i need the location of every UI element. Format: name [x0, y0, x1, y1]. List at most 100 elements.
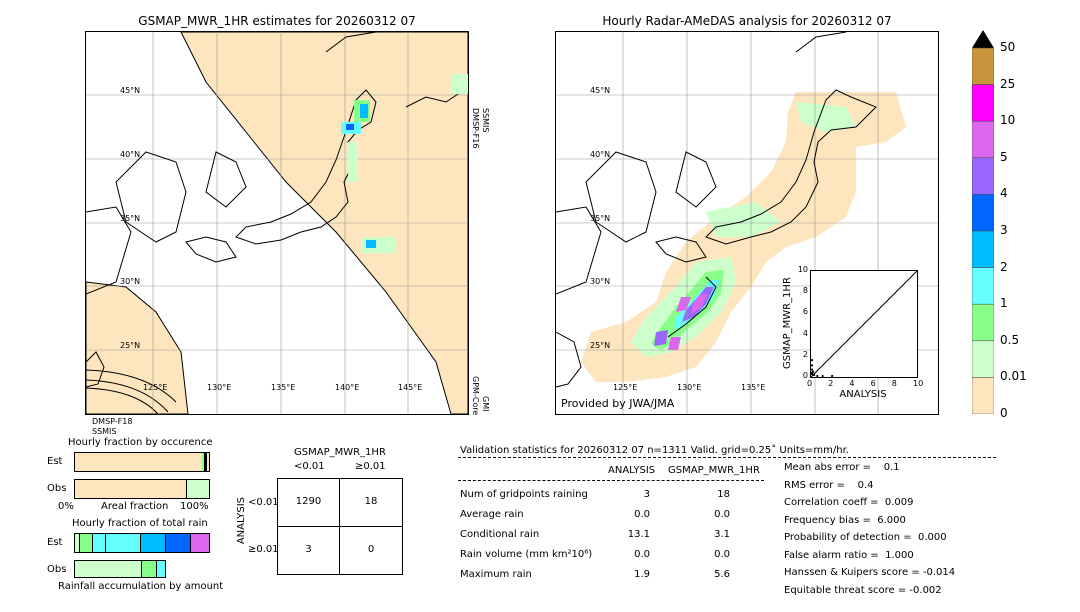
- validation-header-line: [458, 480, 764, 481]
- colorbar-box: [972, 340, 994, 378]
- diagonal-line: [811, 271, 917, 377]
- validation-score: Correlation coeff = 0.009: [784, 497, 914, 508]
- left-lat-45: 45°N: [120, 86, 140, 95]
- contingency-cell-1-1: 1290: [295, 496, 322, 507]
- contingency-row-title: ANALYSIS: [236, 497, 247, 545]
- colorbar-canvas: [972, 30, 994, 414]
- scatter-ytick: 2: [802, 349, 808, 359]
- colorbar-tick-label: 5: [1000, 149, 1008, 164]
- validation-row-gsmap: 0.0: [714, 549, 730, 560]
- left-lat-40: 40°N: [120, 150, 140, 159]
- scatter-point: [811, 372, 814, 375]
- right-lat-30: 30°N: [590, 277, 610, 286]
- colorbar-box: [972, 120, 994, 159]
- validation-row-label: Num of gridpoints raining: [460, 489, 588, 500]
- sensor-bottom-left-1: DMSP-F18: [92, 417, 133, 426]
- scatter-point: [811, 359, 814, 362]
- scatter-point: [811, 368, 814, 371]
- sensor-bottom-right-1: GPM-Core: [471, 376, 480, 416]
- scatter-point: [831, 374, 834, 377]
- validation-score: False alarm ratio = 1.000: [784, 549, 914, 561]
- contingency-row2: ≥0.01: [248, 544, 279, 555]
- validation-row-gsmap: 18: [717, 489, 730, 500]
- validation-col-analysis: ANALYSIS: [608, 465, 656, 476]
- colorbar-tick-label: 50: [1000, 40, 1016, 54]
- sensor-bottom-right-2: GMI: [481, 396, 490, 412]
- right-map-canvas: 45°N 40°N 35°N 30°N 25°N 125°E 130°E 135…: [556, 32, 938, 414]
- sensor-bottom-left-2: SSMIS: [92, 427, 117, 436]
- colorbar-tick-label: 0.5: [1000, 332, 1020, 347]
- sensor-top-right-2: SSMIS: [481, 108, 490, 133]
- contingency-col1: <0.01: [294, 461, 325, 472]
- validation-score: Hanssen & Kuipers score = -0.014: [784, 567, 956, 578]
- scatter-point: [811, 364, 814, 367]
- right-lat-40: 40°N: [590, 150, 610, 159]
- scatter-xticks: 0 2 4 6 8 10: [807, 379, 923, 389]
- left-map-canvas: 45°N 40°N 35°N 30°N 25°N 125°E 130°E 135…: [86, 32, 468, 414]
- validation-row-gsmap: 0.0: [714, 509, 730, 520]
- occurrence-est-bar: [74, 452, 210, 472]
- validation-score: Equitable threat score = -0.002: [784, 584, 942, 596]
- validation-score: RMS error = 0.4: [784, 479, 874, 491]
- contingency-col2: ≥0.01: [355, 461, 386, 472]
- left-lon-125: 125°E: [143, 383, 167, 392]
- validation-score: Probability of detection = 0.000: [784, 532, 947, 543]
- total-rain-title: Hourly fraction of total rain: [72, 518, 208, 529]
- contingency-row1: <0.01: [248, 497, 279, 508]
- scatter-ytick: 10: [797, 265, 808, 274]
- left-lat-25: 25°N: [120, 341, 140, 350]
- scatter-xlabel: ANALYSIS: [839, 389, 887, 400]
- validation-row-analysis: 13.1: [627, 529, 650, 540]
- colorbar-box: [972, 47, 994, 85]
- scatter-point: [821, 374, 824, 377]
- contingency-cell-2-2: 0: [367, 544, 375, 555]
- colorbar-tick-label: 25: [1000, 76, 1016, 91]
- total-rain-obs-bar: [74, 560, 208, 578]
- scatter-xtick: 6: [870, 379, 876, 388]
- colorbar-tick-label: 1: [1000, 296, 1008, 311]
- colorbar-box: [972, 230, 994, 268]
- scatter-ytick: 8: [802, 286, 808, 296]
- scatter-point: [811, 370, 815, 373]
- validation-row-gsmap: 5.6: [714, 569, 730, 580]
- scatter-plot: [811, 271, 917, 377]
- scatter-xtick: 4: [849, 379, 855, 388]
- occurrence-axis-left: 0%: [58, 501, 74, 512]
- scatter-yticks: 0 2 4 6 8 10: [796, 265, 808, 380]
- colorbar-box: [972, 157, 994, 195]
- total-rain-footer: Rainfall accumulation by amount: [58, 581, 224, 592]
- colorbar-over-arrow: [972, 30, 994, 48]
- contingency-cell-2-1: 3: [305, 544, 312, 555]
- contingency-grid: 1290 18 3 0: [277, 478, 403, 575]
- right-lon-130: 130°E: [677, 383, 701, 392]
- inset-scatter: [810, 270, 918, 378]
- right-lat-25: 25°N: [590, 341, 610, 350]
- colorbar-tick-label: 2: [1000, 259, 1008, 274]
- occurrence-obs-label: Obs: [47, 483, 67, 494]
- validation-score: Mean abs error = 0.1: [784, 462, 900, 473]
- left-lon-145: 145°E: [398, 383, 422, 392]
- left-swath-north: [180, 32, 468, 414]
- scatter-xtick: 0: [807, 379, 813, 388]
- scatter-xtick: 2: [828, 379, 834, 388]
- contingency-cell-1-2: 18: [364, 496, 378, 507]
- colorbar-tick-label: 0.01: [1000, 369, 1027, 384]
- occurrence-axis-right: 100%: [180, 501, 209, 512]
- validation-row-analysis: 3: [643, 489, 650, 500]
- occurrence-title: Hourly fraction by occurence: [68, 437, 213, 448]
- right-lon-125: 125°E: [613, 383, 637, 392]
- occurrence-est-label: Est: [47, 456, 63, 467]
- total-rain-obs-label: Obs: [47, 564, 67, 575]
- occurrence-obs-bar: [74, 479, 210, 499]
- validation-row-label: Conditional rain: [460, 529, 540, 540]
- colorbar-tick-label: 10: [1000, 113, 1016, 128]
- scatter-xtick: 10: [913, 379, 924, 388]
- colorbar-box: [972, 84, 994, 122]
- right-lat-35: 35°N: [590, 214, 610, 223]
- scatter-point: [816, 374, 819, 377]
- validation-col-gsmap: GSMAP_MWR_1HR: [668, 465, 760, 476]
- scatter-point: [813, 373, 816, 377]
- validation-row-gsmap: 3.1: [714, 529, 730, 540]
- left-map-title: GSMAP_MWR_1HR estimates for 20260312 07: [138, 14, 416, 28]
- left-map: 45°N 40°N 35°N 30°N 25°N 125°E 130°E 135…: [85, 31, 469, 415]
